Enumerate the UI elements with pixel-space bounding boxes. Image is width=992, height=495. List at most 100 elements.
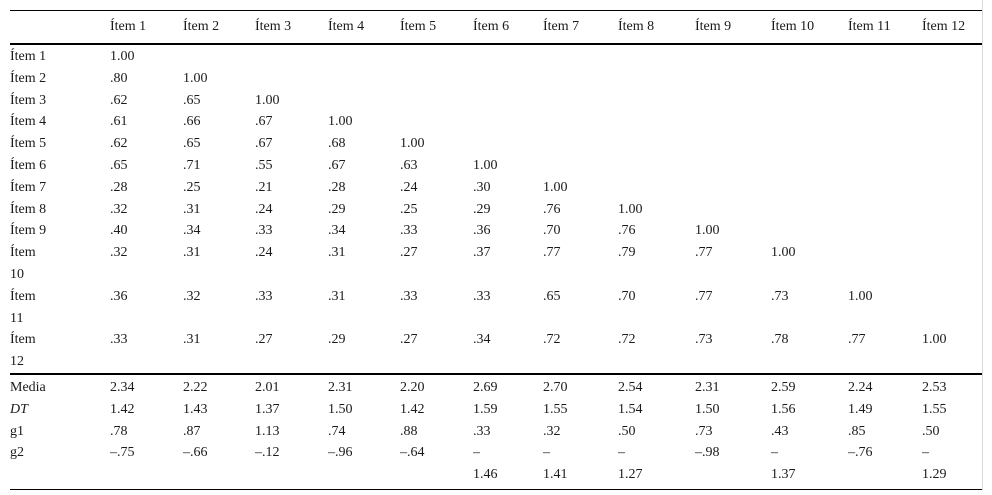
cell — [473, 44, 543, 68]
cell: .40 — [110, 223, 128, 239]
cell: .74 — [328, 423, 346, 439]
row-label: Ítem 8 — [10, 201, 47, 217]
cell: .72 — [543, 332, 561, 348]
row-label: Ítem 1 — [10, 49, 47, 64]
cell — [848, 220, 922, 242]
scan-edge-artifact — [982, 0, 983, 490]
table-row: Ítem 5 .62 .65 .67 .68 1.00 — [10, 133, 982, 155]
cell: .32 — [543, 423, 561, 439]
cell — [400, 44, 473, 68]
cell — [543, 90, 618, 112]
cell: .33 — [400, 288, 418, 304]
cell — [771, 177, 848, 199]
cell: .67 — [255, 136, 273, 152]
cell — [543, 68, 618, 90]
cell: .80 — [110, 70, 128, 86]
column-header: Ítem 11 — [848, 10, 922, 45]
correlation-table-container: Ítem 1 Ítem 2 Ítem 3 Ítem 4 Ítem 5 Ítem 6 Ítem… — [10, 10, 982, 490]
column-header: Ítem 4 — [328, 10, 400, 45]
table-row: Ítem 3 .62 .65 1.00 — [10, 90, 982, 112]
cell — [695, 199, 771, 221]
cell: 1.00 — [695, 223, 720, 239]
table-row: g2 –.75 –.66 –.12 –.96 –.64– 1.46– 1.41– 1.27… — [10, 442, 982, 490]
cell — [328, 68, 400, 90]
table-row: Ítem 8 .32 .31 .24 .29 .25 .29 .76 1.00 — [10, 199, 982, 221]
cell: 1.00 — [255, 92, 280, 108]
cell: .62 — [110, 92, 128, 108]
cell: 1.00 — [618, 201, 643, 217]
cell: –.66 — [183, 442, 255, 490]
cell: .33 — [473, 288, 491, 304]
cell: .29 — [328, 332, 346, 348]
cell — [328, 44, 400, 68]
cell: 1.00 — [473, 157, 498, 173]
cell — [695, 44, 771, 68]
table-row: Ítem 12 .33 .31 .27 .29 .27 .34 .72 .72 .73 .78 .77… — [10, 329, 982, 374]
cell — [400, 90, 473, 112]
cell — [771, 90, 848, 112]
cell: .61 — [110, 114, 128, 130]
cell: .43 — [771, 423, 789, 439]
cell: .32 — [110, 245, 128, 261]
row-label: Ítem 6 — [10, 157, 47, 173]
cell — [922, 177, 982, 199]
column-header: Ítem 2 — [183, 10, 255, 45]
header-row: Ítem 1 Ítem 2 Ítem 3 Ítem 4 Ítem 5 Ítem 6 Ítem… — [10, 10, 982, 45]
cell: .25 — [183, 179, 201, 195]
cell — [618, 90, 695, 112]
cell — [848, 155, 922, 177]
cell: .70 — [543, 223, 561, 239]
cell: 1.56 — [771, 401, 796, 417]
cell: 1.42 — [400, 401, 425, 417]
cell: .78 — [771, 332, 789, 348]
cell — [618, 68, 695, 90]
cell: 2.59 — [771, 372, 848, 399]
cell: .77 — [695, 245, 713, 261]
corner-cell — [10, 10, 110, 45]
cell: 2.53 — [922, 372, 982, 399]
cell: 1.43 — [183, 401, 208, 417]
cell: .71 — [183, 157, 201, 173]
table-row: Media 2.34 2.22 2.01 2.31 2.20 2.69 2.70 2.54 2.3… — [10, 372, 982, 399]
cell — [848, 177, 922, 199]
cell: .65 — [110, 157, 128, 173]
cell: 2.34 — [110, 372, 183, 399]
cell — [771, 155, 848, 177]
cell: –.96 — [328, 442, 400, 490]
cell: .76 — [618, 223, 636, 239]
row-label: Ítem 4 — [10, 114, 47, 130]
cell: .28 — [110, 179, 128, 195]
cell: –.64 — [400, 442, 473, 490]
cell — [618, 44, 695, 68]
row-label: Ítem 10 — [10, 245, 36, 282]
cell — [618, 133, 695, 155]
cell: 1.54 — [618, 401, 643, 417]
cell: 1.55 — [922, 401, 947, 417]
table-row: Ítem 4 .61 .66 .67 1.00 — [10, 111, 982, 133]
cell: 1.00 — [328, 114, 353, 130]
column-header: Ítem 5 — [400, 10, 473, 45]
cell — [695, 90, 771, 112]
cell — [922, 286, 982, 330]
cell: .33 — [255, 223, 273, 239]
row-label: DT — [10, 401, 28, 417]
cell: .72 — [618, 332, 636, 348]
cell — [695, 111, 771, 133]
cell — [922, 242, 982, 286]
cell — [473, 111, 543, 133]
cell: .77 — [543, 245, 561, 261]
cell — [922, 155, 982, 177]
column-header: Ítem 12 — [922, 10, 982, 45]
cell: .85 — [848, 423, 866, 439]
cell — [618, 177, 695, 199]
cell: 1.00 — [543, 179, 568, 195]
cell: .24 — [400, 179, 418, 195]
cell: 2.31 — [695, 372, 771, 399]
cell — [543, 44, 618, 68]
cell: .37 — [473, 245, 491, 261]
cell — [255, 44, 328, 68]
row-label: Media — [10, 372, 110, 399]
cell: 2.01 — [255, 372, 328, 399]
column-header: Ítem 8 — [618, 10, 695, 45]
cell: .63 — [400, 157, 418, 173]
